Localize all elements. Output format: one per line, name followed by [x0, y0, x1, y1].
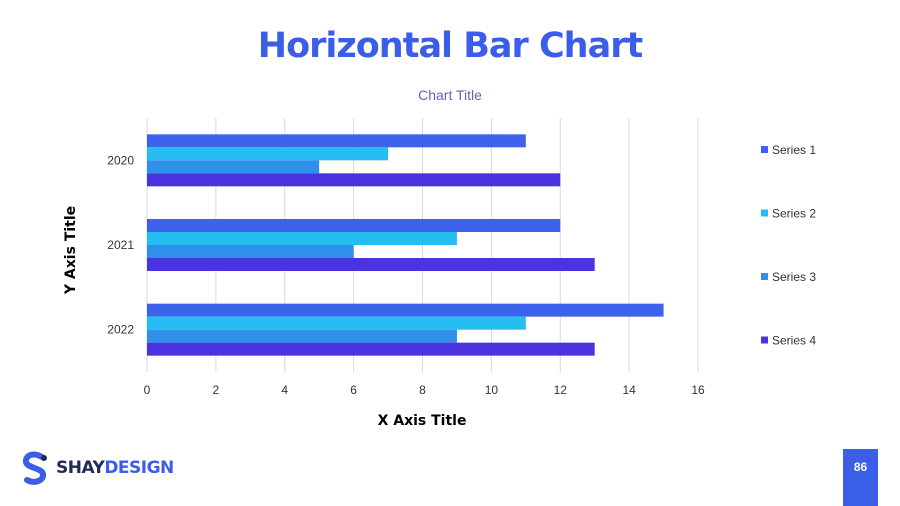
x-tick-label: 8 — [419, 383, 426, 397]
axis-labels: 0 2 4 6 8 10 12 14 16 2020 2021 2022 — [107, 153, 705, 397]
y-tick-label: 2021 — [107, 238, 134, 252]
bar-2022-series-2 — [147, 316, 526, 330]
x-tick-label: 0 — [144, 383, 151, 397]
legend-label: Series 3 — [772, 270, 816, 284]
legend-swatch — [761, 209, 768, 217]
brand-logo: SHAYDESIGN — [20, 451, 174, 485]
bar-2021-series-1 — [147, 219, 561, 232]
legend-swatch — [761, 336, 768, 344]
y-tick-label: 2022 — [107, 323, 134, 337]
bar-2022-series-3 — [147, 329, 457, 343]
legend: Series 1 Series 2 Series 3 Series 4 — [761, 143, 816, 348]
logo-text-design: DESIGN — [104, 458, 174, 478]
legend-swatch — [761, 146, 768, 153]
chart-title: Chart Title — [418, 87, 482, 103]
y-axis-title: Y Axis Title — [63, 206, 79, 295]
bar-2020-series-1 — [147, 134, 526, 148]
logo-text: SHAYDESIGN — [56, 458, 174, 478]
legend-label: Series 2 — [772, 207, 816, 221]
x-axis-title: X Axis Title — [378, 413, 467, 429]
bars — [147, 134, 664, 356]
bar-2021-series-3 — [147, 245, 354, 258]
x-tick-label: 14 — [622, 383, 636, 397]
bar-2022-series-1 — [147, 303, 664, 317]
x-tick-label: 10 — [485, 383, 499, 397]
legend-label: Series 4 — [772, 334, 816, 348]
bar-2021-series-4 — [147, 258, 595, 271]
bar-2020-series-3 — [147, 160, 320, 174]
x-tick-label: 2 — [213, 383, 220, 397]
bar-2021-series-2 — [147, 232, 457, 245]
bar-2022-series-4 — [147, 342, 595, 356]
bar-2020-series-4 — [147, 173, 561, 187]
x-tick-label: 6 — [350, 383, 357, 397]
x-tick-label: 4 — [281, 383, 288, 397]
legend-label: Series 1 — [772, 143, 816, 157]
slide-title: Horizontal Bar Chart — [257, 26, 643, 66]
page-number-badge: 86 — [843, 449, 878, 506]
legend-swatch — [761, 273, 768, 280]
s-logo-icon — [22, 451, 47, 485]
bar-2020-series-2 — [147, 147, 389, 161]
y-tick-label: 2020 — [107, 153, 134, 167]
logo-text-shay: SHAY — [56, 458, 105, 478]
x-tick-label: 12 — [554, 383, 568, 397]
x-tick-label: 16 — [691, 383, 705, 397]
